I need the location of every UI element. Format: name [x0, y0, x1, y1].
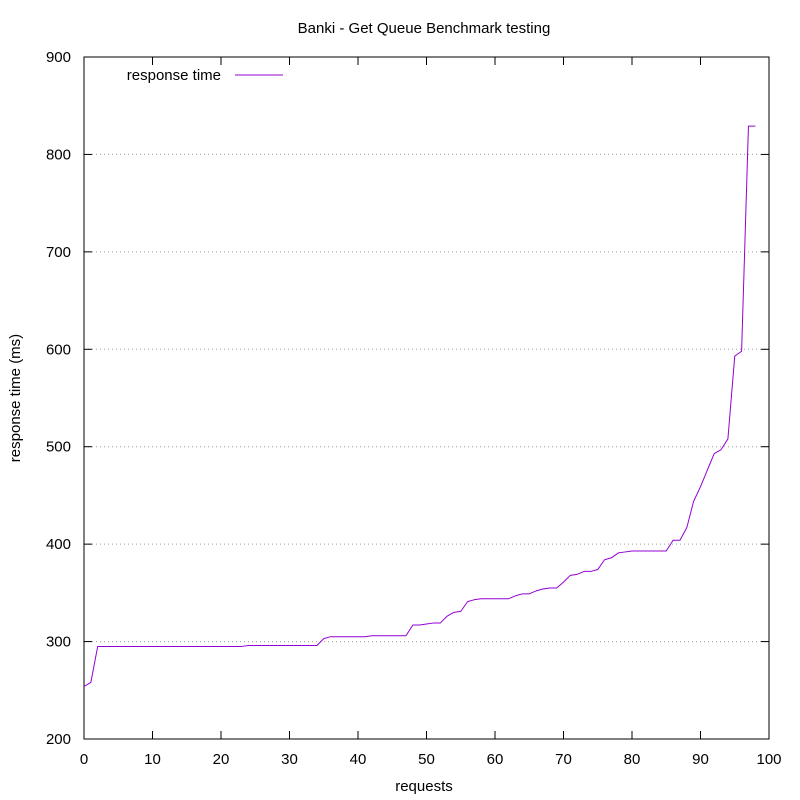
y-tick-label: 400	[46, 536, 71, 553]
y-tick-label: 700	[46, 244, 71, 261]
x-axis-label: requests	[395, 778, 453, 795]
x-tick-label: 100	[756, 751, 781, 768]
x-tick-label: 80	[624, 751, 641, 768]
series-line-response-time	[83, 125, 756, 687]
x-tick-label: 30	[281, 751, 298, 768]
chart-title: Banki - Get Queue Benchmark testing	[298, 20, 551, 37]
x-tick-label: 40	[350, 751, 367, 768]
x-tick-label: 70	[555, 751, 572, 768]
y-tick-label: 900	[46, 49, 71, 66]
y-tick-label: 600	[46, 341, 71, 358]
x-tick-label: 60	[487, 751, 504, 768]
y-tick-label: 200	[46, 731, 71, 748]
x-tick-label: 20	[213, 751, 230, 768]
y-axis-label: response time (ms)	[7, 334, 24, 462]
legend: response time	[127, 67, 283, 84]
y-tick-label: 800	[46, 146, 71, 163]
y-tick-label: 300	[46, 634, 71, 651]
series-layer	[83, 125, 756, 687]
y-tick-label: 500	[46, 439, 71, 456]
legend-label: response time	[127, 67, 221, 84]
x-tick-label: 0	[80, 751, 88, 768]
x-tick-label: 10	[144, 751, 161, 768]
x-tick-label: 90	[692, 751, 709, 768]
axis-ticks: 200 300 400 500 600 700 800 900 0 10 20 30 40 50 60 70 8…	[46, 49, 782, 768]
x-tick-label: 50	[418, 751, 435, 768]
